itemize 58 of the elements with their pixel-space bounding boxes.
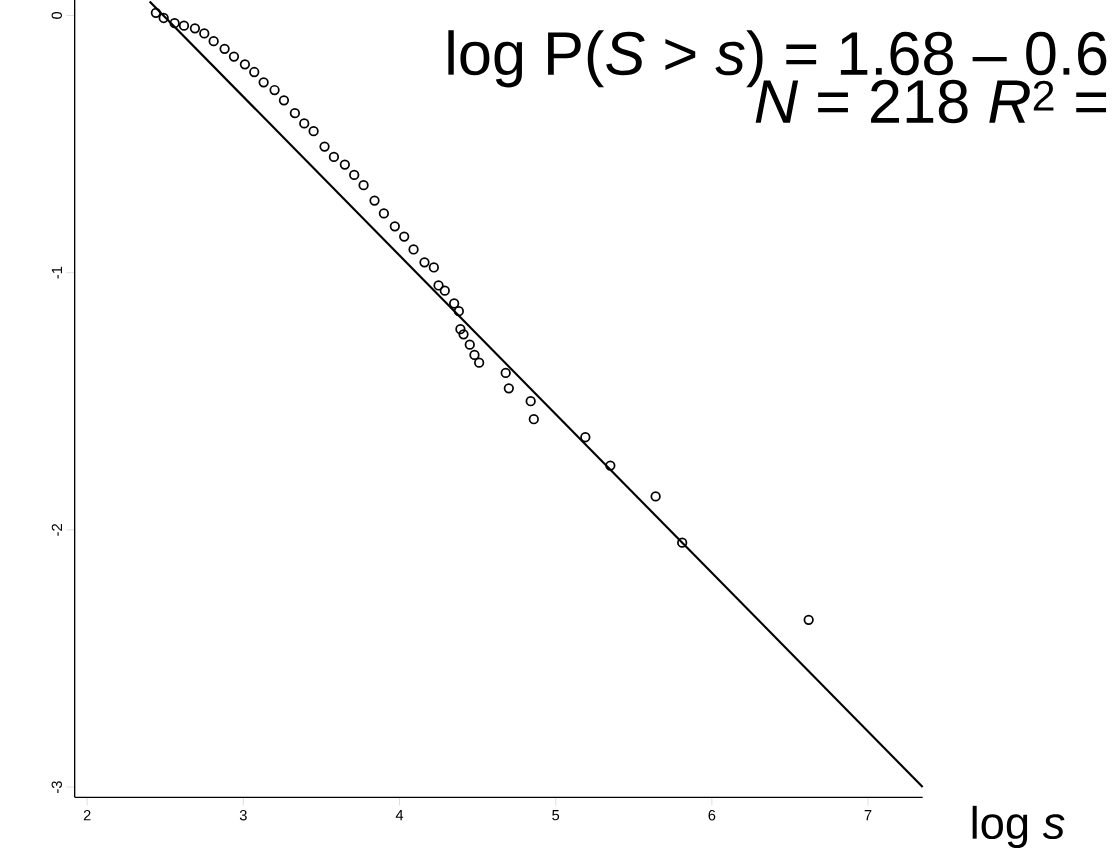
- y-tick-label: -3: [51, 781, 62, 793]
- point: [500, 367, 511, 379]
- point: [803, 614, 814, 625]
- point: [525, 396, 536, 407]
- x-axis-title: log s: [972, 805, 1065, 849]
- point: [419, 257, 430, 268]
- point: [339, 159, 350, 170]
- point: [178, 20, 190, 31]
- point: [319, 141, 330, 152]
- point: [458, 329, 469, 340]
- point: [455, 324, 466, 335]
- point: [158, 12, 169, 24]
- point: [169, 18, 180, 29]
- point: [269, 84, 280, 96]
- point: [378, 208, 390, 219]
- point: [580, 432, 591, 443]
- point: [399, 231, 410, 242]
- point: [358, 180, 369, 191]
- x-tick-label: 4: [395, 810, 404, 821]
- point: [439, 285, 450, 296]
- point: [449, 298, 460, 309]
- point: [433, 280, 444, 291]
- point: [605, 460, 616, 471]
- point: [219, 43, 230, 54]
- point: [199, 28, 210, 39]
- point: [228, 51, 240, 62]
- x-tick-label: 3: [239, 810, 247, 821]
- point: [428, 262, 439, 273]
- point: [408, 244, 419, 255]
- x-tick-label: 5: [552, 810, 560, 821]
- point: [389, 221, 400, 232]
- y-tick-label: 0: [51, 11, 62, 19]
- x-tick-label: 7: [864, 810, 872, 821]
- point: [453, 306, 464, 317]
- point: [464, 339, 475, 350]
- x-tick-label: 2: [83, 810, 91, 821]
- y-tick-label: -2: [51, 524, 62, 536]
- point: [289, 108, 301, 119]
- point: [150, 7, 162, 18]
- point: [249, 66, 260, 78]
- point: [650, 491, 661, 502]
- point: [328, 151, 340, 163]
- point: [258, 77, 269, 88]
- point: [369, 195, 380, 206]
- point: [528, 414, 539, 425]
- x-tick-label: 6: [708, 810, 716, 821]
- point: [239, 59, 251, 70]
- point: [299, 118, 310, 129]
- point: [189, 23, 201, 34]
- point: [208, 36, 219, 47]
- point: [349, 169, 360, 181]
- point: [469, 349, 480, 361]
- point: [278, 95, 290, 106]
- point: [677, 537, 688, 548]
- y-tick-label: -1: [51, 266, 62, 279]
- point: [503, 383, 514, 394]
- point: [308, 126, 319, 137]
- point: [474, 357, 485, 368]
